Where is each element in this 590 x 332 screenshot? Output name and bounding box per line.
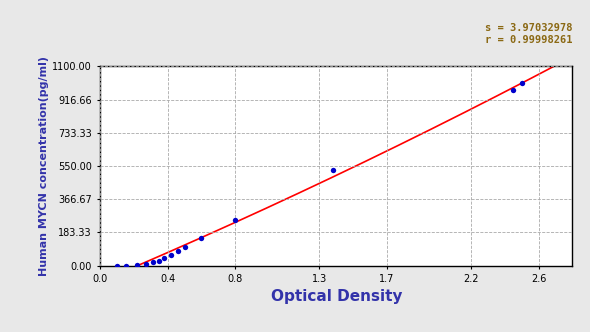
Point [328, 167, 337, 172]
Point [121, 263, 130, 268]
Point [160, 255, 169, 261]
Point [196, 236, 206, 241]
Point [231, 218, 240, 223]
Point [517, 80, 526, 85]
Point [141, 261, 150, 267]
Point [155, 258, 164, 263]
Point [509, 87, 518, 93]
Point [113, 263, 122, 268]
Text: s = 3.97032978
r = 0.99998261: s = 3.97032978 r = 0.99998261 [485, 23, 572, 45]
Point [180, 244, 189, 249]
Point [173, 248, 182, 254]
Point [166, 252, 176, 257]
Y-axis label: Human MYCN concentration(pg/ml): Human MYCN concentration(pg/ml) [40, 56, 50, 276]
Point [148, 260, 158, 265]
Point [133, 262, 142, 267]
X-axis label: Optical Density: Optical Density [271, 290, 402, 304]
